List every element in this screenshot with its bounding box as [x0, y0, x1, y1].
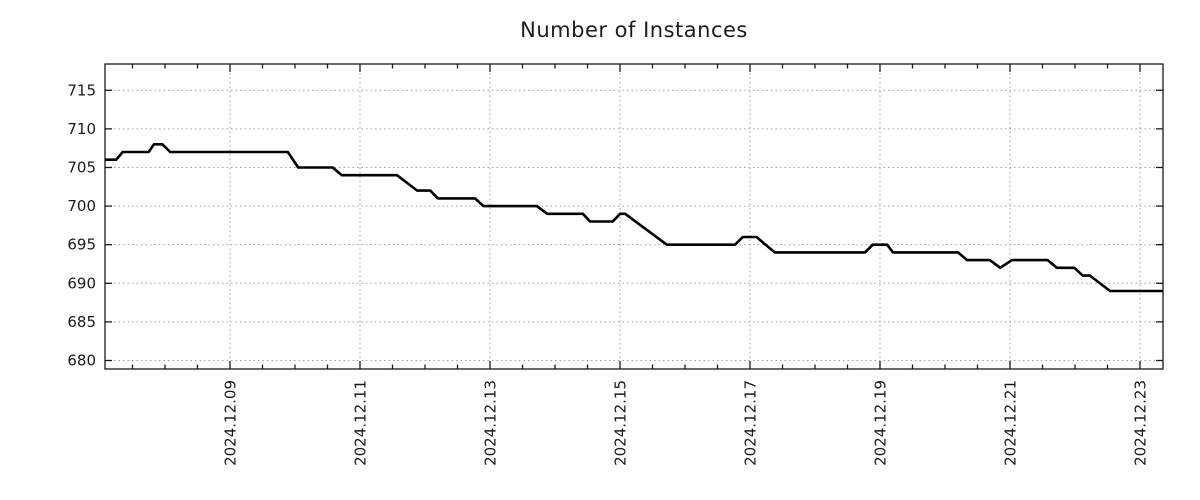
- x-tick-label: 2024.12.13: [481, 380, 499, 466]
- y-tick-label: 710: [67, 120, 96, 138]
- x-tick-label: 2024.12.19: [871, 380, 889, 466]
- x-tick-label: 2024.12.21: [1001, 380, 1019, 466]
- plot-border: [104, 63, 1164, 370]
- y-tick-label: 715: [67, 81, 96, 99]
- y-tick-label: 705: [67, 158, 96, 176]
- series-line-instances: [105, 143, 1163, 293]
- x-tick-label: 2024.12.23: [1131, 380, 1149, 466]
- y-tick-label: 685: [67, 313, 96, 331]
- x-tick-label: 2024.12.09: [221, 380, 239, 466]
- x-tick-label: 2024.12.17: [741, 380, 759, 466]
- x-tick-label: 2024.12.15: [611, 380, 629, 466]
- chart-title: Number of Instances: [520, 18, 748, 42]
- y-tick-label: 690: [67, 274, 96, 292]
- x-tick-label: 2024.12.11: [351, 380, 369, 466]
- y-tick-label: 700: [67, 197, 96, 215]
- y-tick-label: 695: [67, 236, 96, 254]
- y-tick-label: 680: [67, 352, 96, 370]
